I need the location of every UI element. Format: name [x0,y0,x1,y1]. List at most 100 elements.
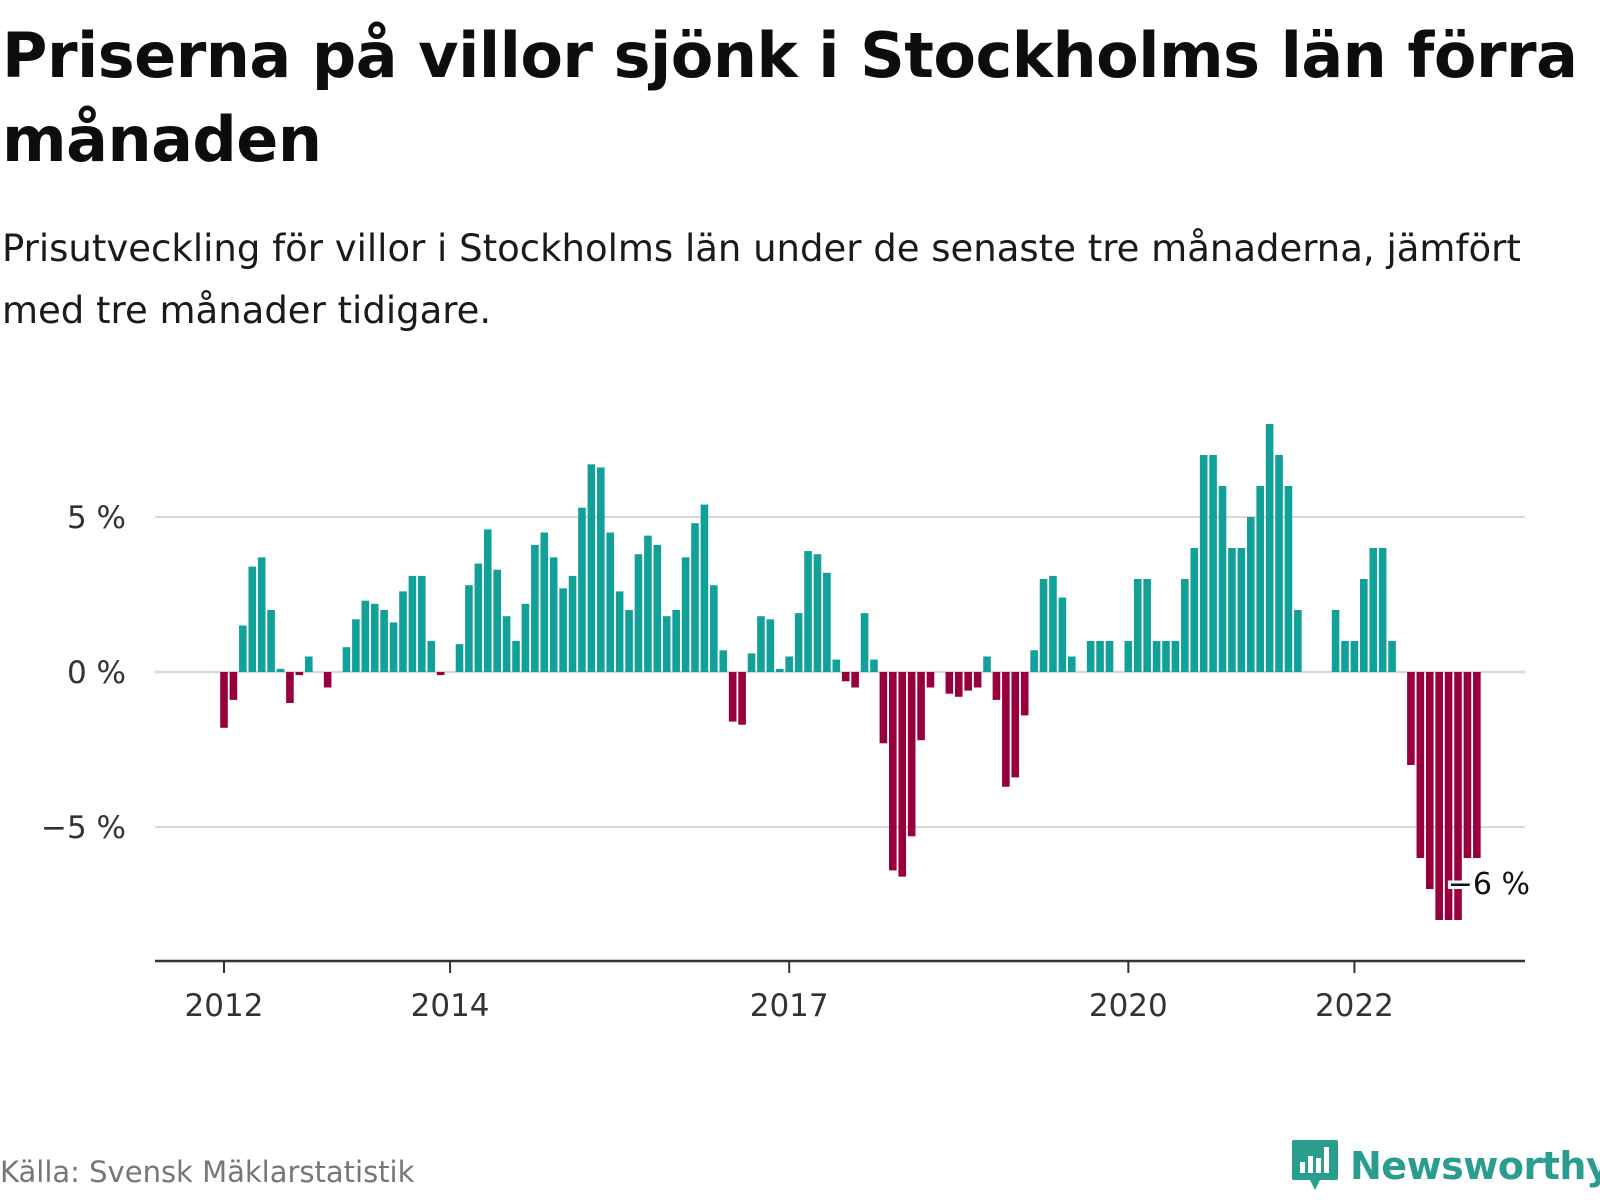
bar [286,672,294,703]
source-credit: Källa: Svensk Mäklarstatistik [0,1155,415,1189]
bar [898,672,907,877]
bar [1435,672,1443,920]
bar [1068,656,1076,672]
bar [578,507,586,672]
bar [559,588,567,672]
bar [427,641,436,672]
bar [1199,455,1208,672]
bar [276,668,285,672]
bar [304,656,313,672]
bar [1369,548,1378,672]
bar [615,591,624,672]
bar [634,554,643,672]
bar [1360,579,1368,672]
bar [1011,672,1020,778]
bar [1407,672,1415,765]
x-axis [155,959,1525,973]
bar [832,659,841,672]
bar [1256,486,1264,672]
bar [389,622,398,672]
bar [1237,548,1246,672]
bar [1143,579,1151,672]
bar [1039,579,1048,672]
bar [983,656,991,672]
bar [1246,517,1255,672]
bar [597,467,605,672]
bar [1152,641,1161,672]
bar [917,672,925,741]
y-tick-label: 5 % [67,500,126,536]
bar [644,535,652,672]
bar [1124,641,1133,672]
bar [257,557,266,672]
bar [531,544,539,672]
bar-chart: 5 % 0 % −5 % 2012 2014 2017 2020 2022 −6 % [41,424,1533,1024]
x-tick-label: 2017 [750,988,829,1024]
bar [606,532,615,672]
bar [823,572,831,672]
bar [436,672,445,676]
bar [926,672,935,688]
brand-name: Newsworthy [1350,1144,1600,1188]
bar [681,557,690,672]
bar [1463,672,1472,858]
bar [1133,579,1142,672]
bar [1416,672,1425,858]
bar [248,566,257,672]
y-tick-label: −5 % [41,810,126,846]
bar [879,672,888,744]
bar [710,585,718,672]
bar [1228,548,1236,672]
bar [775,668,784,672]
bar [1331,610,1340,672]
newsworthy-logo-icon [1292,1140,1338,1190]
y-tick-label: 0 % [67,655,126,691]
bar [747,653,756,672]
bar [483,529,492,672]
bar [342,647,351,672]
bar [493,569,501,672]
bar [1350,641,1359,672]
bar [804,551,812,672]
bar [870,659,878,672]
bar [973,672,982,688]
tick-labels: 5 % 0 % −5 % 2012 2014 2017 2020 2022 [41,500,1394,1024]
bar [380,610,388,672]
chart-subtitle: Prisutveckling för villor i Stockholms l… [2,227,1521,332]
bar [1002,672,1010,787]
bar [785,656,793,672]
bar [540,532,549,672]
bar [700,504,709,672]
bar [813,554,822,672]
bar [352,619,360,672]
bar [1049,575,1057,672]
bar [408,575,417,672]
bar [1181,579,1189,672]
x-tick-label: 2022 [1315,988,1394,1024]
bar [728,672,737,722]
bar [691,523,699,672]
x-tick-label: 2020 [1089,988,1168,1024]
bar [549,557,558,672]
bar [1284,486,1293,672]
bar [841,672,850,682]
bar [1265,424,1274,672]
bar [1218,486,1227,672]
bar [512,641,520,672]
bar [766,619,775,672]
bar [672,610,680,672]
bar [757,616,765,672]
bar [1378,548,1387,672]
bar [1454,672,1462,920]
bar [851,672,859,688]
bar [625,610,633,672]
bar [323,672,332,688]
bar [1275,455,1283,672]
bar [662,616,671,672]
bar [220,672,228,728]
bar [1058,597,1067,672]
bar [738,672,746,725]
bar [1105,641,1114,672]
bar [719,650,728,672]
bar [229,672,238,700]
